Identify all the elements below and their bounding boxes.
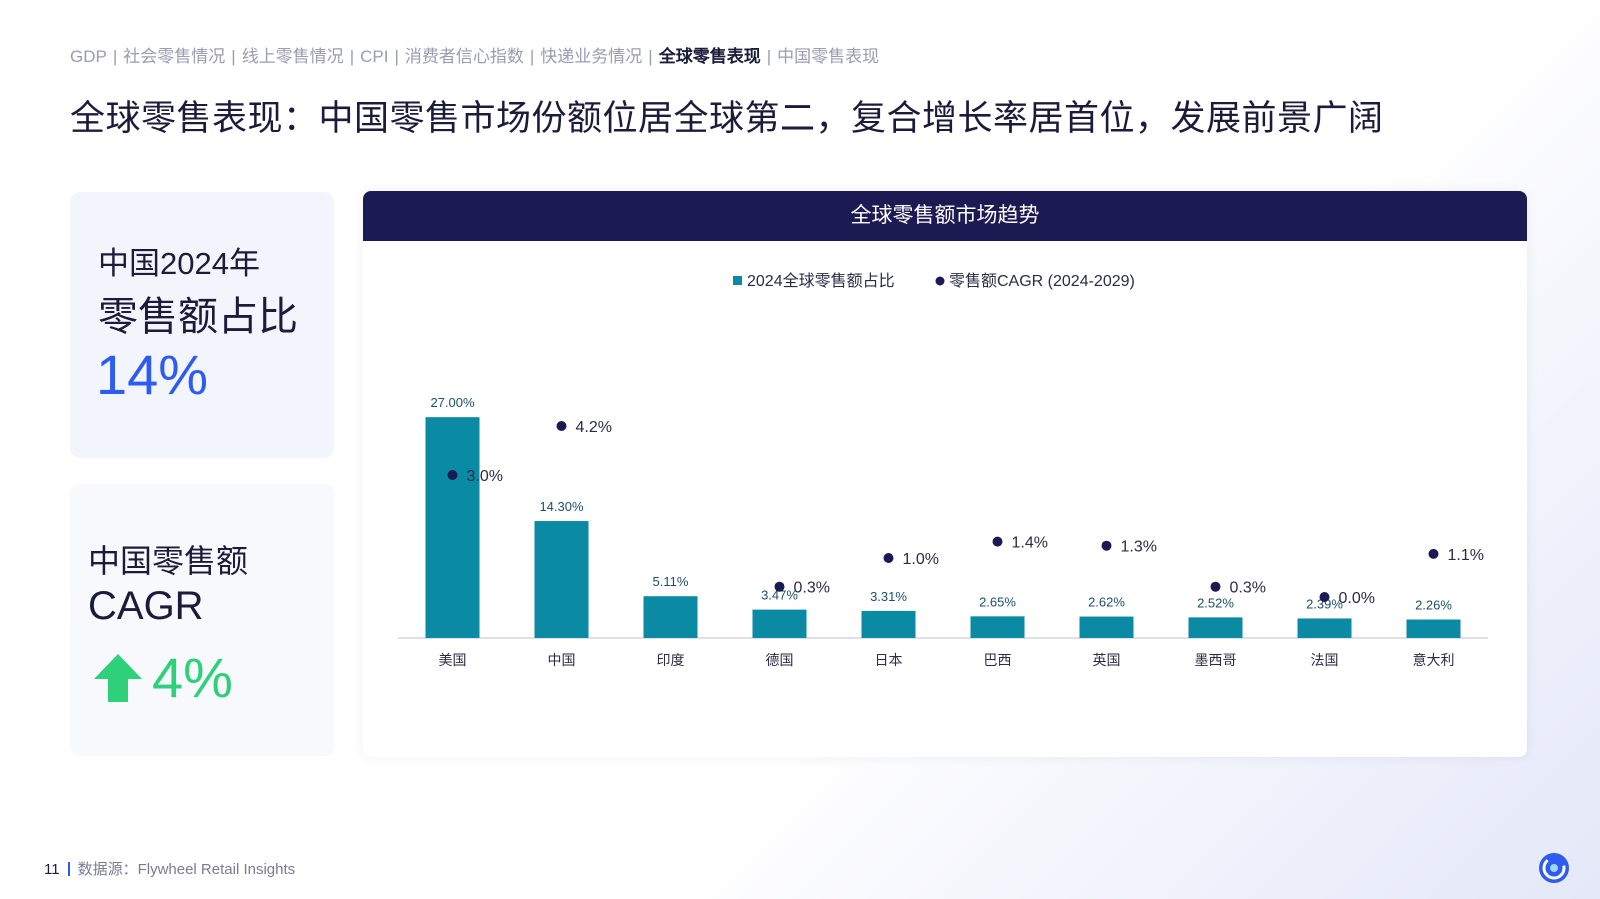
chart-panel: 全球零售额市场趋势 2024全球零售额占比 零售额CAGR (2024-2029)… xyxy=(363,191,1527,757)
china-cagr-value-row: 4% xyxy=(92,650,233,706)
nav-item[interactable]: GDP xyxy=(70,47,107,66)
bar-label-美国: 27.00% xyxy=(430,395,475,410)
page-title: 全球零售表现：中国零售市场份额位居全球第二，复合增长率居首位，发展前景广阔 xyxy=(70,99,1384,138)
legend-label-cagr: 零售额CAGR (2024-2029) xyxy=(949,272,1135,290)
china-cagr-label-line2: CAGR xyxy=(88,584,204,628)
bar-英国 xyxy=(1079,616,1134,638)
bar-印度 xyxy=(643,596,698,638)
nav-separator: | xyxy=(394,47,399,66)
bar-巴西 xyxy=(970,616,1025,638)
cagr-label-中国: 4.2% xyxy=(576,419,612,436)
china-share-label-line1: 中国2024年 xyxy=(98,246,260,281)
bar-label-法国: 2.39% xyxy=(1306,596,1343,611)
legend-swatch-cagr xyxy=(935,276,945,286)
cagr-label-墨西哥: 0.3% xyxy=(1230,580,1266,597)
nav-item[interactable]: 全球零售表现 xyxy=(658,47,761,66)
china-cagr-label-line1: 中国零售额 xyxy=(88,543,249,579)
arrow-up-icon xyxy=(94,654,142,702)
cagr-dot-英国 xyxy=(1101,540,1112,551)
x-tick-印度: 印度 xyxy=(657,652,685,668)
chart-header: 全球零售额市场趋势 xyxy=(363,191,1527,241)
x-tick-法国: 法国 xyxy=(1311,652,1339,668)
nav-separator: | xyxy=(112,47,118,66)
nav-item[interactable]: 中国零售表现 xyxy=(777,47,880,66)
nav-separator: | xyxy=(231,47,236,66)
bar-美国 xyxy=(425,417,480,638)
section-nav: GDP | 社会零售情况 | 线上零售情况 | CPI | 消费者信心指数 | 快递业务情况 | 全球零… xyxy=(70,42,879,67)
china-share-value: 14% xyxy=(96,343,209,406)
bar-中国 xyxy=(534,521,589,638)
cagr-dot-意大利 xyxy=(1428,548,1439,559)
bar-label-意大利: 2.26% xyxy=(1415,598,1452,613)
bar-法国 xyxy=(1297,618,1352,638)
nav-item[interactable]: CPI xyxy=(360,47,389,66)
cagr-label-美国: 3.0% xyxy=(467,468,503,485)
nav-item[interactable]: 线上零售情况 xyxy=(241,47,344,66)
china-share-label-line2: 零售额占比 xyxy=(98,295,298,339)
cagr-dot-法国 xyxy=(1319,592,1330,602)
bar-德国 xyxy=(752,609,807,638)
x-tick-墨西哥: 墨西哥 xyxy=(1195,652,1237,668)
bar-label-日本: 3.31% xyxy=(870,589,907,604)
cagr-dot-美国 xyxy=(447,470,458,480)
footer: 11 数据源：Flywheel Retail Insights xyxy=(44,858,295,879)
cagr-label-意大利: 1.1% xyxy=(1448,547,1484,564)
footer-divider xyxy=(67,862,70,876)
bar-日本 xyxy=(861,610,916,638)
nav-separator: | xyxy=(766,47,772,66)
cagr-dot-中国 xyxy=(556,421,567,431)
bar-label-英国: 2.62% xyxy=(1088,595,1125,610)
china-share-card: 中国2024年 零售额占比 14% xyxy=(70,192,334,458)
cagr-dot-德国 xyxy=(774,581,785,592)
x-tick-美国: 美国 xyxy=(439,652,467,668)
bar-label-印度: 5.11% xyxy=(653,574,689,589)
bar-label-巴西: 2.65% xyxy=(979,594,1016,609)
bar-label-中国: 14.30% xyxy=(539,499,584,514)
cagr-label-英国: 1.3% xyxy=(1121,539,1157,556)
x-tick-德国: 德国 xyxy=(766,652,794,668)
nav-item[interactable]: 快递业务情况 xyxy=(540,47,643,66)
flywheel-logo-icon xyxy=(1539,853,1569,883)
x-tick-英国: 英国 xyxy=(1093,652,1121,668)
x-tick-日本: 日本 xyxy=(875,652,903,668)
bar-意大利 xyxy=(1406,619,1461,638)
nav-separator: | xyxy=(349,47,355,66)
retail-chart: 2024全球零售额占比 零售额CAGR (2024-2029) 27.00% 美国 3.… xyxy=(398,272,1488,668)
cagr-label-德国: 0.3% xyxy=(794,580,830,597)
cagr-dot-墨西哥 xyxy=(1210,581,1221,592)
cagr-label-巴西: 1.4% xyxy=(1012,535,1048,552)
china-cagr-card: 中国零售额 CAGR 4% xyxy=(70,484,334,756)
legend-label-share: 2024全球零售额占比 xyxy=(747,272,895,290)
nav-item[interactable]: 社会零售情况 xyxy=(123,47,226,66)
cagr-label-法国: 0.0% xyxy=(1339,590,1375,607)
nav-separator: | xyxy=(529,47,535,66)
x-tick-巴西: 巴西 xyxy=(984,652,1012,668)
page-number: 11 xyxy=(44,861,60,878)
cagr-label-日本: 1.0% xyxy=(903,551,939,568)
china-cagr-value: 4% xyxy=(152,646,233,709)
bar-墨西哥 xyxy=(1188,617,1243,638)
x-tick-中国: 中国 xyxy=(548,652,576,668)
x-tick-意大利: 意大利 xyxy=(1413,652,1455,668)
bar-label-德国: 3.47% xyxy=(761,588,798,603)
cagr-dot-日本 xyxy=(883,553,894,563)
bar-label-墨西哥: 2.52% xyxy=(1197,595,1234,610)
legend-swatch-share xyxy=(733,276,742,285)
cagr-dot-巴西 xyxy=(992,536,1003,547)
nav-item[interactable]: 消费者信心指数 xyxy=(404,47,524,66)
data-source: 数据源：Flywheel Retail Insights xyxy=(77,861,296,878)
nav-separator: | xyxy=(648,47,653,66)
